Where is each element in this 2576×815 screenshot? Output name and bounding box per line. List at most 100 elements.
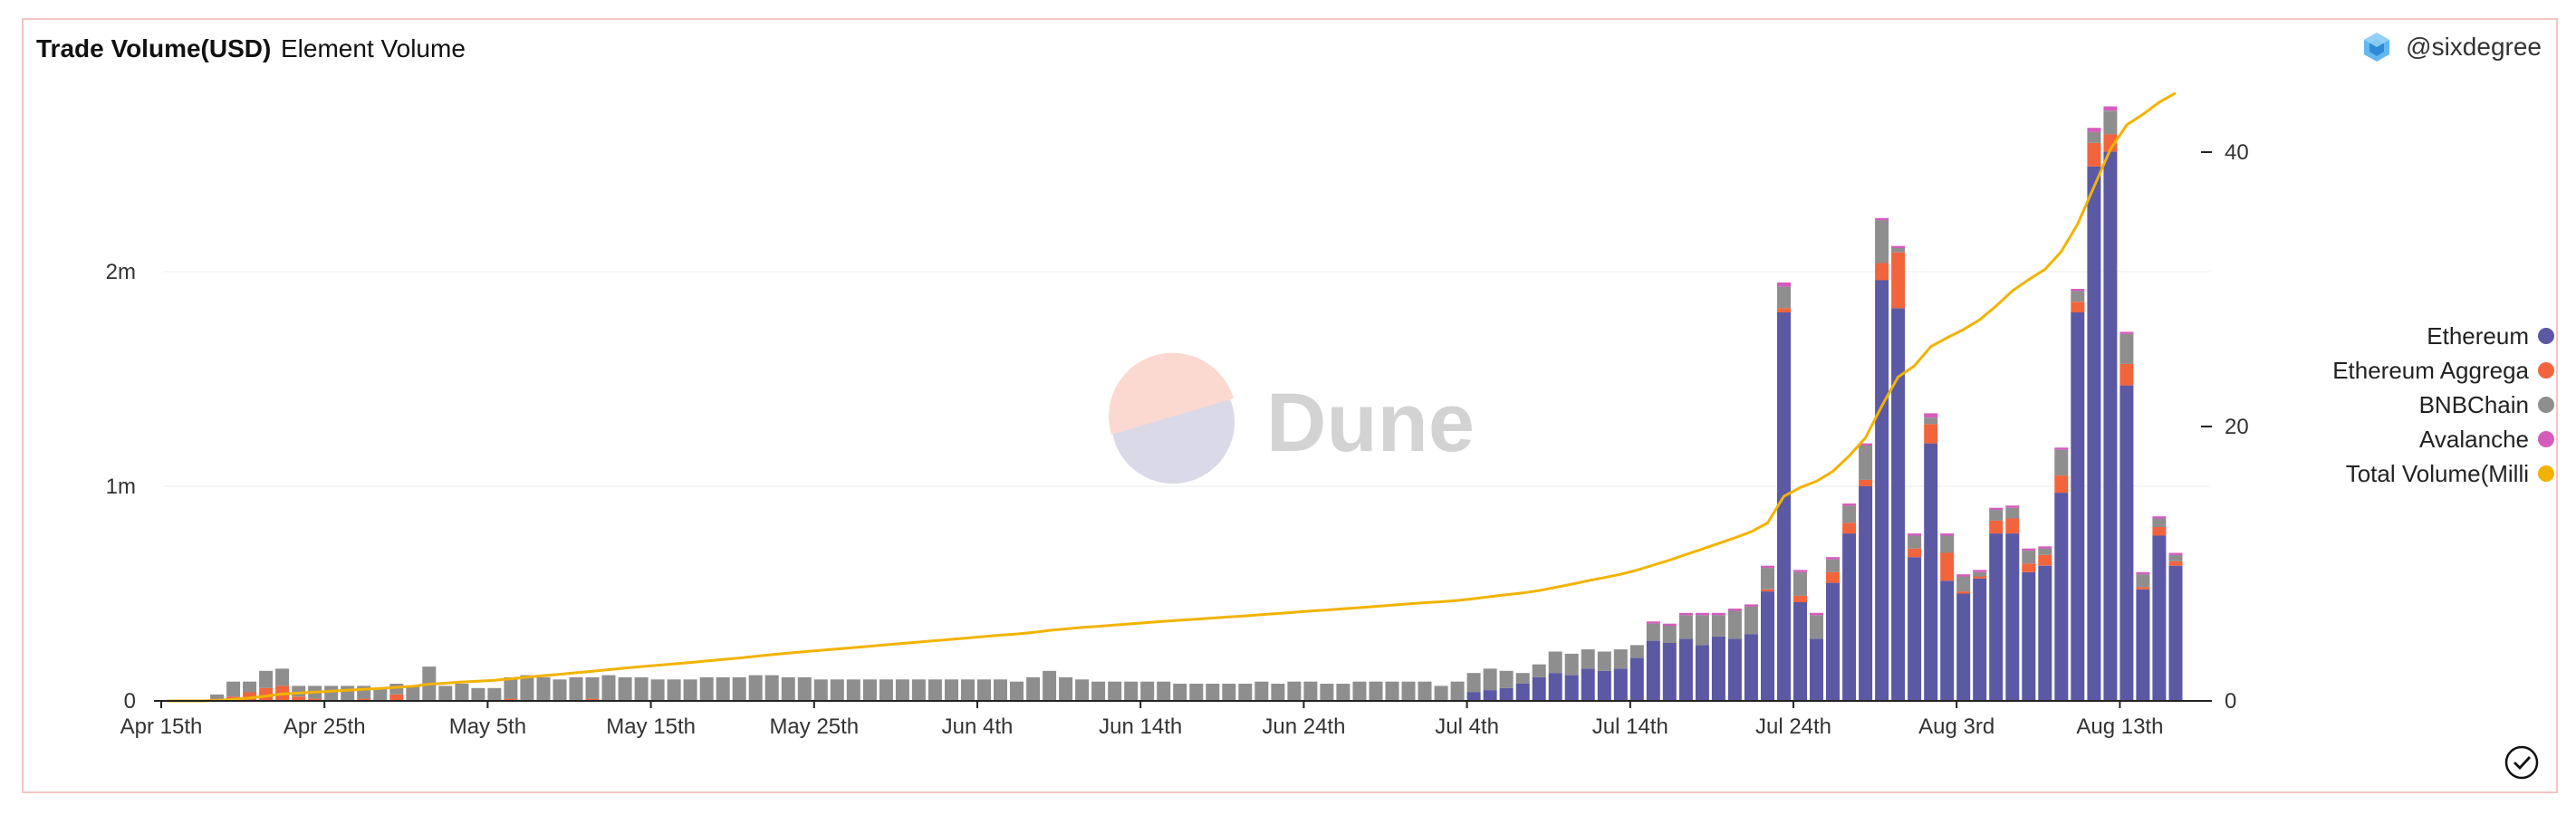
bar-segment-avalanche [2071, 289, 2085, 292]
bar-segment-ethereum [1744, 634, 1758, 701]
bar-segment-ethereum [1613, 668, 1628, 701]
bar-segment-ethereum_aggregator [2087, 142, 2101, 167]
bar-segment-bnbchain [504, 676, 518, 699]
y-axis-right: 0 20 40 [2201, 140, 2249, 714]
bar-segment-bnbchain [634, 676, 649, 701]
bar-segment-ethereum [1662, 643, 1677, 701]
bar-segment-ethereum [1777, 312, 1791, 701]
bar-segment-bnbchain [1401, 681, 1416, 701]
legend-item[interactable]: Total Volume(Milli [2292, 456, 2554, 491]
bar-segment-ethereum_aggregator [2152, 527, 2167, 536]
y-right-tick-label: 20 [2225, 415, 2249, 439]
bar-segment-ethereum_aggregator [2119, 363, 2134, 386]
bar-segment-avalanche [1989, 507, 2004, 511]
bar-segment-ethereum_aggregator [1908, 548, 1922, 558]
bar-segment-avalanche [2119, 331, 2134, 334]
bar-segment-ethereum_aggregator [1777, 308, 1791, 312]
bar-segment-avalanche [2152, 516, 2167, 519]
bar-segment-ethereum_aggregator [292, 696, 306, 701]
y-axis-left: 0 1m 2m [106, 260, 136, 714]
bar-segment-ethereum_aggregator [2168, 561, 2183, 566]
author-link[interactable]: @sixdegree [2360, 31, 2542, 63]
bar-segment-ethereum [2038, 565, 2052, 701]
legend-dot-icon [2538, 397, 2554, 413]
bar-segment-bnbchain [1891, 247, 1906, 253]
bar-segment-bnbchain [406, 686, 420, 701]
bar-segment-ethereum [1908, 557, 1922, 701]
x-tick-label: May 5th [449, 714, 526, 739]
x-tick-label: Apr 15th [120, 714, 203, 739]
x-tick-label: Jul 14th [1592, 714, 1668, 739]
bar-segment-avalanche [1956, 574, 1971, 577]
bar-segment-ethereum_aggregator [1973, 576, 1987, 579]
chart-title: Trade Volume(USD) [36, 34, 272, 62]
bar-segment-bnbchain [1189, 684, 1204, 701]
bar-segment-ethereum [1629, 657, 1644, 701]
legend: Ethereum Ethereum Aggrega BNBChain Avalanch… [2292, 319, 2554, 491]
bar-segment-ethereum_aggregator [308, 698, 322, 701]
bar-segment-bnbchain [553, 679, 567, 701]
bar-segment-ethereum [1466, 692, 1481, 701]
bar-segment-bnbchain [1418, 681, 1432, 701]
bar-segment-bnbchain [813, 679, 828, 701]
bar-segment-ethereum [1761, 591, 1774, 701]
bar-segment-bnbchain [1973, 571, 1987, 577]
bar-segment-avalanche [1646, 621, 1660, 624]
bar-segment-ethereum [1924, 443, 1938, 701]
bar-segment-ethereum_aggregator [2054, 475, 2069, 494]
bar-segment-ethereum [1956, 593, 1971, 701]
bar-segment-bnbchain [846, 679, 860, 701]
bar-segment-avalanche [1711, 612, 1725, 616]
x-tick-label: May 15th [606, 714, 696, 739]
legend-item[interactable]: BNBChain [2292, 388, 2554, 422]
bar-segment-avalanche [1940, 533, 1955, 536]
bar-segment-avalanche [1777, 282, 1791, 287]
bar-segment-bnbchain [764, 675, 779, 701]
bar-segment-ethereum [2071, 312, 2085, 701]
bar-segment-ethereum_aggregator [1875, 263, 1889, 281]
bar-segment-bnbchain [1254, 681, 1269, 701]
bar-segment-bnbchain [2038, 548, 2052, 555]
bar-segment-bnbchain [259, 670, 274, 688]
bar-segment-ethereum [1875, 280, 1889, 701]
bar-segment-bnbchain [2136, 574, 2150, 588]
bar-segment-ethereum_aggregator [2038, 554, 2052, 566]
bar-segment-ethereum [1826, 582, 1840, 701]
total-volume-line [168, 91, 2177, 703]
x-tick-label: Aug 13th [2076, 714, 2163, 739]
bar-segment-bnbchain [1124, 681, 1139, 701]
avatar-icon [2364, 33, 2390, 62]
x-tick-label: Jun 4th [942, 714, 1014, 739]
bar-segment-ethereum_aggregator [2005, 518, 2020, 534]
bar-segment-ethereum [1940, 580, 1955, 701]
bar-segment-bnbchain [2103, 110, 2118, 135]
bar-segment-avalanche [2005, 505, 2020, 508]
bar-segment-bnbchain [2119, 333, 2134, 364]
bar-segment-bnbchain [667, 679, 681, 701]
legend-item[interactable]: Ethereum Aggrega [2292, 353, 2554, 388]
y-right-tick-label: 0 [2225, 689, 2236, 714]
legend-item[interactable]: Ethereum [2292, 319, 2554, 353]
bar-segment-bnbchain [1499, 670, 1514, 688]
bar-segment-avalanche [2136, 571, 2150, 575]
bar-segment-bnbchain [1010, 681, 1024, 701]
check-circle-icon[interactable] [2504, 744, 2540, 781]
bar-segment-avalanche [1891, 245, 1906, 248]
bar-segment-ethereum [1499, 687, 1514, 701]
total-volume-series-line [168, 91, 2177, 703]
bar-segment-bnbchain [1646, 623, 1660, 641]
bar-segment-bnbchain [1173, 684, 1187, 701]
bar-segment-bnbchain [1727, 610, 1742, 639]
bar-segment-ethereum [1548, 673, 1562, 701]
bar-segment-bnbchain [1924, 417, 1938, 425]
bar-segment-ethereum [1711, 636, 1725, 701]
bar-segment-ethereum [2168, 565, 2183, 701]
bar-segment-bnbchain [1940, 535, 1955, 553]
bar-segment-bnbchain [716, 676, 730, 701]
bar-segment-avalanche [1695, 612, 1709, 616]
bar-segment-bnbchain [487, 687, 502, 701]
bar-segment-bnbchain [1711, 615, 1725, 637]
legend-item[interactable]: Avalanche [2292, 422, 2554, 456]
bar-segment-bnbchain [1842, 505, 1857, 523]
